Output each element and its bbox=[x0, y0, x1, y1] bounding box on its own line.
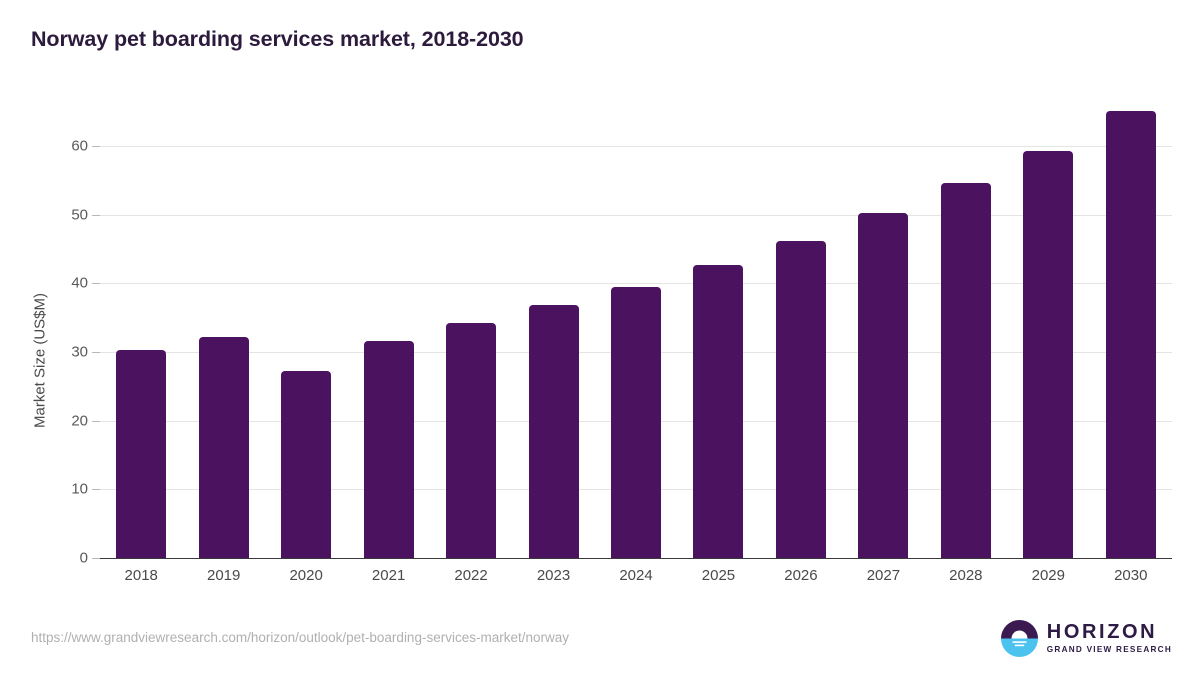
x-axis-tick-label: 2023 bbox=[536, 567, 571, 584]
y-axis-tick-mark bbox=[92, 352, 100, 353]
gridline bbox=[100, 146, 1172, 147]
logo-subtitle: GRAND VIEW RESEARCH bbox=[1046, 644, 1172, 654]
bar-2029[interactable] bbox=[1023, 150, 1074, 558]
x-axis-tick-label: 2025 bbox=[701, 567, 736, 584]
y-axis-tick-label: 20 bbox=[71, 412, 88, 430]
y-axis-tick-mark bbox=[92, 146, 100, 147]
x-axis-tick-label: 2019 bbox=[207, 567, 241, 584]
x-axis-tick-label: 2028 bbox=[949, 567, 983, 584]
logo-wordmark: HORIZON bbox=[1046, 620, 1158, 643]
x-axis-tick-label: 2018 bbox=[124, 567, 158, 584]
y-axis-tick-label: 60 bbox=[71, 137, 88, 155]
bar-2028[interactable] bbox=[940, 183, 991, 558]
bar-2022[interactable] bbox=[446, 323, 497, 558]
bar-2023[interactable] bbox=[528, 305, 579, 558]
gridline bbox=[100, 214, 1172, 216]
bar-2030[interactable] bbox=[1105, 110, 1156, 558]
x-axis-tick-label: 2024 bbox=[619, 567, 653, 584]
y-axis-tick-mark bbox=[92, 489, 100, 491]
x-axis-tick-label: 2026 bbox=[784, 567, 818, 584]
bar-2025[interactable] bbox=[693, 264, 744, 558]
bar-2020[interactable] bbox=[281, 370, 332, 558]
bar-2024[interactable] bbox=[611, 286, 661, 558]
y-axis-tick-mark bbox=[92, 283, 100, 285]
x-axis-tick-label: 2029 bbox=[1031, 567, 1065, 584]
gridline bbox=[100, 283, 1172, 285]
horizon-logo-text: HORIZON GRAND VIEW RESEARCH bbox=[1046, 620, 1172, 655]
bar-2026[interactable] bbox=[775, 240, 826, 558]
y-axis-tick-label: 50 bbox=[71, 206, 88, 224]
y-axis-tick-mark bbox=[92, 420, 100, 422]
y-axis-tick-label: 40 bbox=[71, 274, 88, 292]
y-axis-tick-label: 30 bbox=[71, 343, 88, 361]
source-url[interactable]: https://www.grandviewresearch.com/horizo… bbox=[31, 630, 569, 645]
x-axis-tick-label: 2020 bbox=[289, 567, 323, 584]
horizon-logo: HORIZON GRAND VIEW RESEARCH bbox=[1000, 618, 1172, 658]
horizon-logo-icon bbox=[1000, 619, 1038, 657]
bar-2019[interactable] bbox=[198, 336, 249, 558]
x-axis-line bbox=[100, 557, 1172, 559]
y-axis-title: Market Size (US$M) bbox=[31, 292, 49, 429]
x-axis-tick-label: 2022 bbox=[454, 567, 488, 584]
bar-2021[interactable] bbox=[363, 341, 414, 558]
y-axis-tick-mark bbox=[92, 214, 100, 216]
bar-2027[interactable] bbox=[858, 213, 909, 558]
y-axis-tick-label: 10 bbox=[71, 480, 88, 498]
y-axis-tick-mark bbox=[92, 558, 100, 559]
bar-2018[interactable] bbox=[116, 349, 167, 558]
sunrise-circle-icon bbox=[1000, 619, 1038, 657]
x-axis-tick-label: 2021 bbox=[371, 567, 406, 584]
x-axis-tick-label: 2030 bbox=[1114, 567, 1148, 584]
x-axis-tick-label: 2027 bbox=[866, 567, 901, 584]
y-axis-tick-label: 0 bbox=[79, 549, 88, 567]
page-title: Norway pet boarding services market, 201… bbox=[31, 27, 524, 51]
